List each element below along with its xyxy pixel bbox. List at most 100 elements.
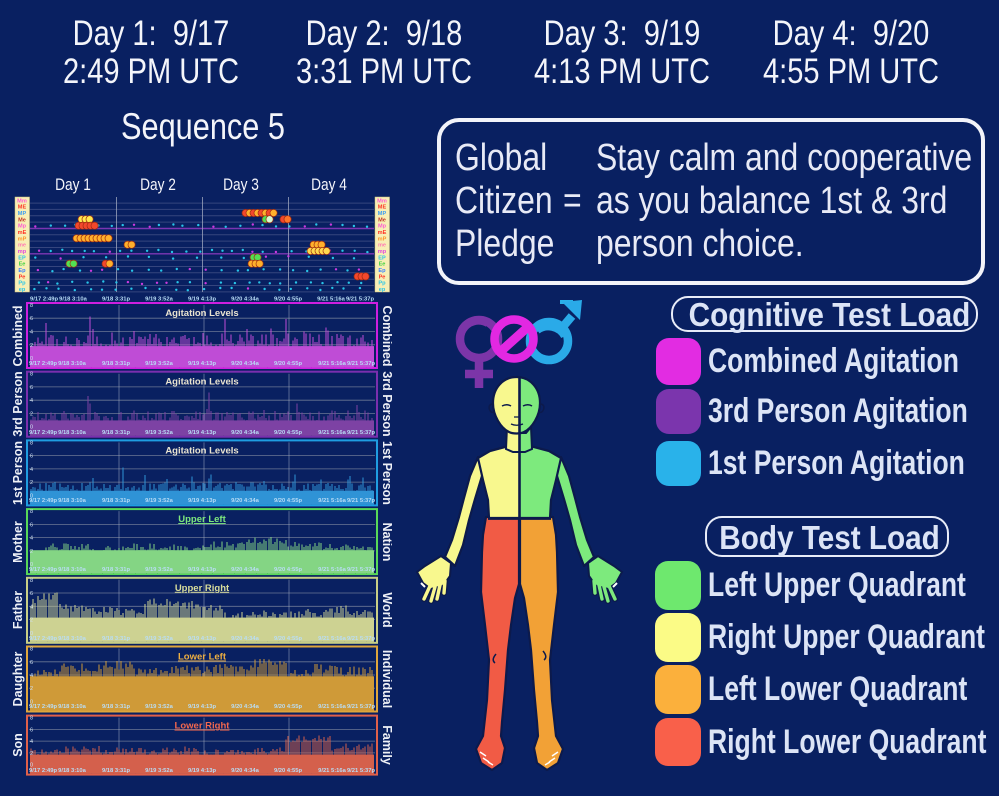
svg-text:9/20 4:55p: 9/20 4:55p [274,430,302,436]
svg-text:9/20 4:55p: 9/20 4:55p [274,297,302,303]
svg-text:Father: Father [12,591,25,629]
svg-text:9/20 4:34a: 9/20 4:34a [231,498,259,504]
svg-text:Pp: Pp [378,281,386,287]
svg-text:9/18 3:31p: 9/18 3:31p [102,636,130,642]
svg-text:9/17 2:49p: 9/17 2:49p [30,297,58,303]
svg-text:2: 2 [30,549,33,555]
svg-text:Upper Left: Upper Left [178,514,226,525]
svg-text:8: 8 [30,303,33,309]
svg-text:9/20 4:34a: 9/20 4:34a [231,704,259,710]
svg-text:9/21 5:16a: 9/21 5:16a [318,567,346,573]
svg-text:2: 2 [30,480,33,486]
svg-text:mp: mp [378,249,387,255]
svg-text:8: 8 [30,647,33,653]
svg-text:mP: mP [378,236,387,242]
svg-text:9/20 4:55p: 9/20 4:55p [274,498,302,504]
svg-text:Mother: Mother [12,521,25,563]
svg-text:8: 8 [30,372,33,378]
svg-text:9/20 4:55p: 9/20 4:55p [274,768,302,774]
svg-text:Pe: Pe [379,274,386,280]
svg-text:Me: Me [18,217,26,223]
svg-text:9/21 5:37p: 9/21 5:37p [347,498,375,504]
svg-text:9/19 3:52a: 9/19 3:52a [145,361,173,367]
svg-text:Pe: Pe [19,274,26,280]
svg-text:Ee: Ee [19,262,26,268]
svg-text:9/18 3:10a: 9/18 3:10a [58,636,86,642]
svg-text:9/21 5:16a: 9/21 5:16a [318,704,346,710]
svg-text:Agitation Levels: Agitation Levels [165,377,238,388]
svg-text:9/18 3:31p: 9/18 3:31p [102,704,130,710]
svg-text:9/20 4:55p: 9/20 4:55p [274,361,302,367]
svg-text:9/19 3:52a: 9/19 3:52a [145,498,173,504]
svg-text:ME: ME [378,205,387,211]
svg-text:ME: ME [18,205,27,211]
svg-text:9/19 3:52a: 9/19 3:52a [145,297,173,303]
svg-text:2: 2 [30,343,33,349]
svg-text:Me: Me [378,217,386,223]
svg-text:3rd Person: 3rd Person [12,371,25,436]
svg-text:8: 8 [30,578,33,584]
svg-text:9/17 2:49p: 9/17 2:49p [29,567,57,573]
svg-text:9/18 3:31p: 9/18 3:31p [102,430,130,436]
svg-text:EP: EP [378,255,386,261]
svg-text:MP: MP [18,211,27,217]
svg-text:9/20 4:34a: 9/20 4:34a [231,567,259,573]
svg-text:0: 0 [30,493,33,499]
svg-text:Nation: Nation [380,523,392,562]
svg-text:0: 0 [30,356,33,362]
svg-text:Individual: Individual [380,650,392,708]
svg-text:0: 0 [30,631,33,637]
svg-text:9/18 3:10a: 9/18 3:10a [58,498,86,504]
svg-text:9/20 4:55p: 9/20 4:55p [274,636,302,642]
svg-text:Ep: Ep [378,268,386,274]
svg-text:9/18 3:10a: 9/18 3:10a [58,768,86,774]
svg-text:4: 4 [30,536,33,542]
svg-text:Lower Left: Lower Left [178,652,227,663]
svg-text:4: 4 [30,604,33,610]
svg-text:9/21 5:37p: 9/21 5:37p [347,430,375,436]
svg-text:9/20 4:55p: 9/20 4:55p [274,704,302,710]
svg-text:9/20 4:34a: 9/20 4:34a [231,297,259,303]
svg-text:9/19 3:52a: 9/19 3:52a [145,567,173,573]
svg-text:9/21 5:37p: 9/21 5:37p [347,768,375,774]
svg-text:9/19 3:52a: 9/19 3:52a [145,636,173,642]
svg-text:mE: mE [378,230,387,236]
svg-text:8: 8 [30,440,33,446]
svg-text:9/21 5:37p: 9/21 5:37p [346,297,374,303]
svg-text:6: 6 [30,454,33,460]
svg-text:9/19 4:13p: 9/19 4:13p [188,361,216,367]
svg-text:6: 6 [30,591,33,597]
svg-text:Upper Right: Upper Right [175,583,230,594]
svg-text:9/20 4:34a: 9/20 4:34a [231,636,259,642]
svg-text:9/17 2:49p: 9/17 2:49p [29,430,57,436]
svg-text:9/18 3:31p: 9/18 3:31p [102,297,130,303]
svg-text:Combined: Combined [380,305,392,366]
svg-text:9/18 3:10a: 9/18 3:10a [59,297,87,303]
svg-text:0: 0 [30,763,33,769]
svg-text:Agitation Levels: Agitation Levels [165,308,238,319]
svg-text:9/20 4:34a: 9/20 4:34a [231,430,259,436]
svg-text:9/18 3:31p: 9/18 3:31p [102,498,130,504]
svg-text:9/17 2:49p: 9/17 2:49p [29,636,57,642]
svg-text:9/19 4:13p: 9/19 4:13p [188,430,216,436]
svg-text:Daughter: Daughter [12,651,25,706]
svg-text:9/19 4:13p: 9/19 4:13p [188,297,216,303]
svg-text:9/19 3:52a: 9/19 3:52a [145,430,173,436]
svg-text:me: me [378,243,386,249]
svg-text:6: 6 [30,316,33,322]
svg-text:Mm: Mm [17,198,27,204]
svg-text:9/19 3:52a: 9/19 3:52a [145,704,173,710]
svg-text:Son: Son [12,733,25,757]
svg-text:1st Person: 1st Person [12,441,25,505]
svg-text:mE: mE [18,230,27,236]
svg-text:6: 6 [30,660,33,666]
svg-text:9/20 4:55p: 9/20 4:55p [274,567,302,573]
svg-text:9/21 5:37p: 9/21 5:37p [347,567,375,573]
svg-text:9/18 3:10a: 9/18 3:10a [58,430,86,436]
svg-text:Combined: Combined [12,305,25,366]
svg-text:Mm: Mm [377,198,387,204]
svg-text:EP: EP [18,255,26,261]
svg-text:0: 0 [30,700,33,706]
svg-text:MP: MP [378,211,387,217]
svg-text:9/19 4:13p: 9/19 4:13p [188,567,216,573]
